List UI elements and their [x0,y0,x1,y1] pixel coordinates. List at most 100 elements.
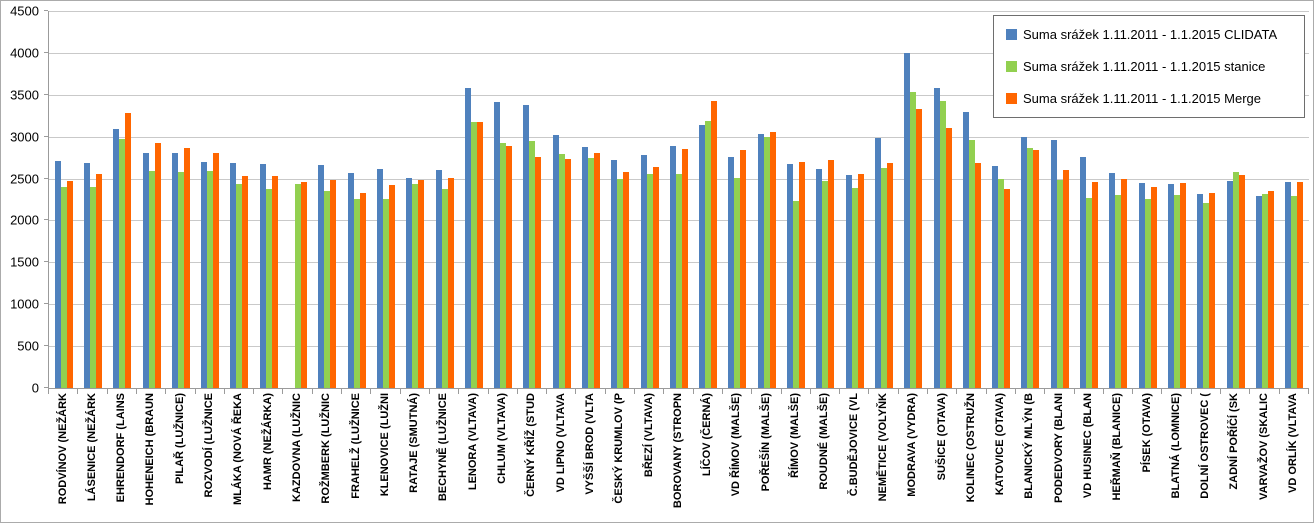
bar [886,163,893,388]
x-axis-label-cell: ROZVODÍ (LUŽNICE [194,393,223,520]
bar-group [166,11,195,388]
bar [974,163,981,388]
x-axis-label-cell: PODEDVORY (BLANI [1044,393,1073,520]
x-axis-label-cell: ŘÍMOV (MALŠE) [780,393,809,520]
x-axis-label: BLANICKÝ MLÝN (B [1023,393,1036,499]
bar [1121,179,1128,388]
bar-group [283,11,312,388]
bar-group [1162,11,1191,388]
x-axis-tick [1249,389,1251,394]
y-axis-tick [44,51,48,53]
bar [1086,198,1093,388]
x-axis-tick [1278,389,1280,394]
bar [506,146,513,388]
x-axis-tick [282,389,284,394]
bar-group [576,11,605,388]
bar [711,101,718,388]
bar [359,193,366,388]
bar [740,150,747,388]
y-axis-tick [44,135,48,137]
legend: Suma srážek 1.11.2011 - 1.1.2015 CLIDATA… [993,15,1305,118]
x-axis-tick [77,389,79,394]
bar [593,153,600,388]
x-axis-tick [399,389,401,394]
bar [769,132,776,388]
x-axis-label-cell: ZADNÍ POŘÍČÍ (SK [1220,393,1249,520]
x-axis-label-cell: VD LIPNO (VLTAVA [546,393,575,520]
bar [669,146,676,388]
x-axis-label-cell: BLANICKÝ MLÝN (B [1015,393,1044,520]
bar [793,201,800,388]
legend-swatch-icon [1006,61,1017,72]
x-axis-label-cell: KOLINEC (OSTRUŽN [956,393,985,520]
y-axis-tick [44,387,48,388]
x-axis-tick [780,389,782,394]
x-axis-label-cell: MLÁKA (NOVÁ ŘEKA [224,393,253,520]
plot-area [44,10,1309,394]
x-axis-label: ROŽMBERK (LUŽNIC [320,393,333,504]
bar-group [430,11,459,388]
x-axis-label: PÍSEK (OTAVA) [1140,393,1153,473]
x-axis-label: RODVÍNOV (NEŽÁRK [56,393,69,505]
bar-group [957,11,986,388]
x-axis-label: POŘEŠÍN (MALŠE) [759,393,772,492]
legend-item: Suma srážek 1.11.2011 - 1.1.2015 stanice [1006,59,1292,74]
y-axis-tick-label: 1500 [10,254,39,270]
y-axis-tick-label: 3000 [10,129,39,145]
bar [213,153,220,388]
legend-swatch-icon [1006,93,1017,104]
gridline [49,52,1309,54]
bar [470,122,477,388]
bar-group [108,11,137,388]
x-axis-label-cell: CHLUM (VLTAVA) [487,393,516,520]
x-axis-tick [604,389,606,394]
bar-group [694,11,723,388]
x-axis-tick [135,389,137,394]
bar [1033,150,1040,388]
bar [611,160,618,388]
x-axis-label: LÁSENICE (NEŽÁRK [85,393,98,502]
x-axis-tick [311,389,313,394]
bar-group [987,11,1016,388]
y-axis-tick-label: 2000 [10,212,39,228]
bar [1179,183,1186,388]
x-axis-label-cell: POŘEŠÍN (MALŠE) [751,393,780,520]
bar [681,149,688,388]
y-axis-tick [44,177,48,179]
bar [66,181,73,388]
y-axis-tick-label: 500 [17,338,39,354]
legend-item-label: Suma srážek 1.11.2011 - 1.1.2015 Merge [1023,91,1261,106]
bar [787,164,794,388]
bar-group [313,11,342,388]
legend-swatch-icon [1006,29,1017,40]
x-axis-label: KATOVICE (OTAVA) [994,393,1007,496]
x-axis-label-cell: KATOVICE (OTAVA) [986,393,1015,520]
x-axis-label: PODEDVORY (BLANI [1052,393,1065,504]
bar [845,175,852,388]
bar-group [869,11,898,388]
x-axis-tick [1220,389,1222,394]
bar [89,187,96,388]
bar [1203,203,1210,388]
bar-group [1104,11,1133,388]
bar [962,112,969,388]
bar [617,179,624,388]
x-axis-tick [839,389,841,394]
x-axis-label-cell: ČERNÝ KŘÍŽ (STUD [517,393,546,520]
bar [968,140,975,388]
bar [301,182,308,388]
bar [728,157,735,388]
bar [1167,184,1174,388]
x-axis-label-cell: EHRENDORF (LAINS [107,393,136,520]
bar [1080,157,1087,388]
bar-group [1221,11,1250,388]
bar-group [1192,11,1221,388]
bar-group [401,11,430,388]
bar [324,191,331,388]
legend-item: Suma srážek 1.11.2011 - 1.1.2015 CLIDATA [1006,27,1292,42]
x-axis-tick [1044,389,1046,394]
bar [652,167,659,388]
x-axis-tick [1132,389,1134,394]
bar-group [137,11,166,388]
